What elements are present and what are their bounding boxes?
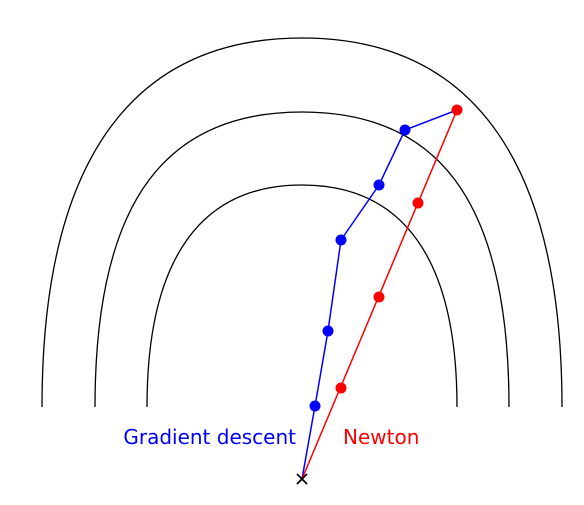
gradient-descent-point bbox=[322, 325, 334, 337]
newton-points bbox=[335, 104, 463, 394]
gradient-descent-point bbox=[399, 124, 411, 136]
gradient-descent-points bbox=[309, 124, 411, 412]
gradient-descent-point bbox=[309, 400, 321, 412]
gradient-descent-point bbox=[373, 179, 385, 191]
newton-point bbox=[412, 197, 424, 209]
contour-inner bbox=[146, 184, 458, 408]
contour-outer bbox=[41, 37, 563, 408]
cross-icon bbox=[296, 473, 308, 485]
gradient-descent-point bbox=[335, 234, 347, 246]
gradient-descent-label: Gradient descent bbox=[123, 425, 296, 449]
newton-point bbox=[335, 382, 347, 394]
newton-label: Newton bbox=[343, 425, 419, 449]
newton-start-point bbox=[451, 104, 463, 116]
newton-point bbox=[373, 291, 385, 303]
contour-middle bbox=[94, 111, 510, 408]
